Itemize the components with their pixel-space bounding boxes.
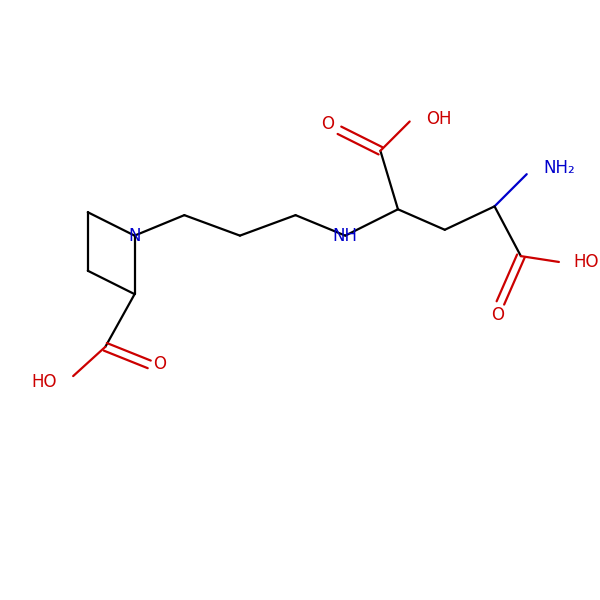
Text: NH: NH bbox=[333, 227, 358, 245]
Text: N: N bbox=[128, 227, 141, 245]
Text: HO: HO bbox=[31, 373, 57, 391]
Text: O: O bbox=[491, 305, 504, 323]
Text: OH: OH bbox=[426, 110, 452, 128]
Text: NH₂: NH₂ bbox=[543, 160, 575, 178]
Text: O: O bbox=[153, 355, 166, 373]
Text: HO: HO bbox=[574, 253, 599, 271]
Text: O: O bbox=[321, 115, 334, 133]
